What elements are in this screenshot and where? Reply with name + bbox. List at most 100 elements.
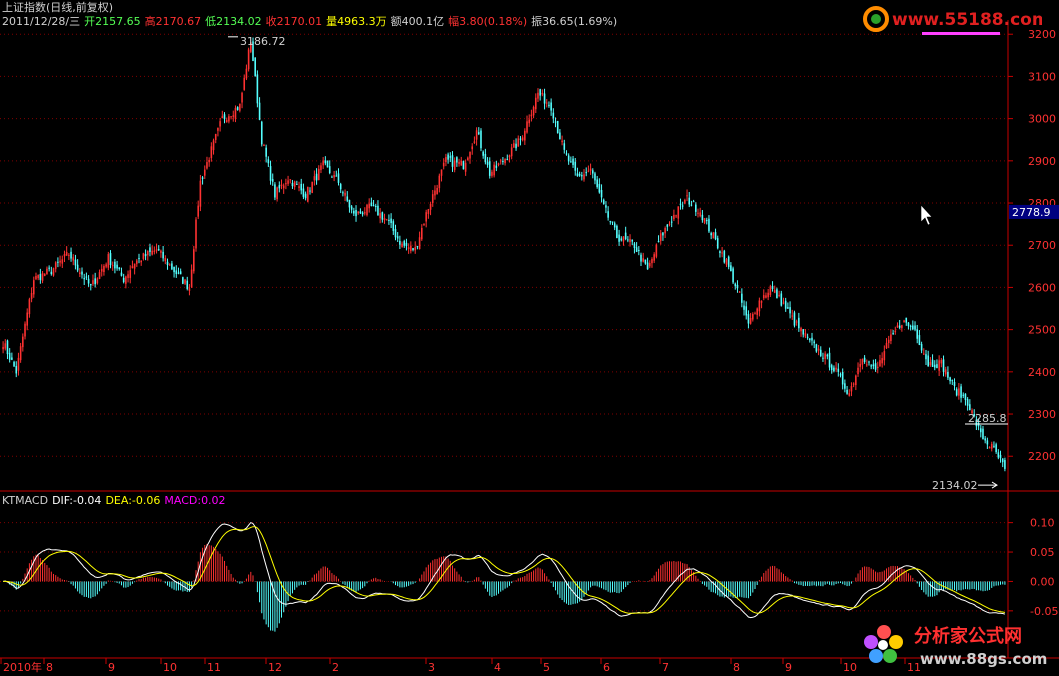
candle-body <box>813 341 815 344</box>
candle-body <box>979 428 982 433</box>
candle <box>396 232 399 242</box>
candle-body <box>26 312 29 326</box>
candle <box>903 319 905 323</box>
candle <box>530 109 533 122</box>
candle-body <box>644 259 647 264</box>
candle-body <box>449 156 452 158</box>
candle <box>561 135 563 146</box>
candle-body <box>230 116 232 118</box>
candle <box>519 136 522 146</box>
candle-body <box>212 140 215 151</box>
candle <box>879 354 881 367</box>
candle-body <box>587 170 590 172</box>
candle <box>605 201 607 214</box>
candle-body <box>289 179 292 181</box>
candle-body <box>611 221 614 223</box>
candle <box>250 42 252 54</box>
candle <box>225 117 228 123</box>
candle <box>477 127 480 136</box>
candle <box>118 267 121 271</box>
candle-body <box>708 218 710 232</box>
candle-body <box>81 271 83 275</box>
candle <box>784 297 787 312</box>
candle-body <box>160 250 162 253</box>
candle <box>85 272 88 280</box>
candle-body <box>493 164 495 176</box>
candle-body <box>629 238 631 243</box>
candle <box>15 361 18 378</box>
candle-body <box>955 389 958 396</box>
candle-body <box>865 364 868 366</box>
candle <box>936 359 938 369</box>
candle <box>565 150 568 156</box>
candle-body <box>427 209 430 214</box>
candle <box>451 151 454 172</box>
candle-body <box>313 176 316 181</box>
candle <box>890 329 892 345</box>
candle <box>798 312 800 332</box>
candle-body <box>815 344 818 352</box>
candle-body <box>927 355 929 367</box>
candle <box>203 165 206 180</box>
macd-label: MACD: <box>164 494 202 507</box>
candle <box>914 321 916 332</box>
candle-body <box>157 249 160 251</box>
open-value: 2157.65 <box>95 15 141 28</box>
candle-body <box>225 120 228 123</box>
candle <box>429 201 432 216</box>
candle <box>129 265 132 284</box>
candle-body <box>6 340 9 355</box>
candle <box>743 300 745 316</box>
candlestick-series <box>2 37 1006 472</box>
candle-body <box>537 92 539 99</box>
candle-body <box>63 254 66 257</box>
candle <box>50 266 53 276</box>
candle-body <box>76 264 79 271</box>
candle-body <box>287 180 289 184</box>
candle <box>670 216 673 228</box>
candle <box>168 263 171 266</box>
candle-body <box>265 147 267 157</box>
candle <box>140 260 143 266</box>
candle <box>114 259 116 274</box>
candle-body <box>109 253 112 266</box>
candle <box>874 359 877 372</box>
candle <box>800 326 802 337</box>
candle <box>940 358 943 368</box>
candle <box>513 139 515 148</box>
price-tick-label: 3000 <box>1028 113 1056 126</box>
candle-body <box>883 351 886 361</box>
candle-body <box>905 317 908 323</box>
candle-body <box>958 388 960 396</box>
candle <box>537 88 539 102</box>
candle-body <box>679 203 682 205</box>
candle <box>35 272 37 281</box>
candle <box>175 265 178 278</box>
candle-body <box>348 199 351 208</box>
candle-body <box>690 204 693 206</box>
candle-body <box>993 445 995 447</box>
candle-body <box>65 251 68 256</box>
candle <box>41 271 44 284</box>
candle <box>602 198 605 205</box>
candle <box>773 285 776 294</box>
candle <box>157 245 160 251</box>
candle-body <box>526 121 528 133</box>
chart-title: 上证指数(日线,前复权) <box>2 1 114 14</box>
candle-body <box>975 419 978 427</box>
candle <box>931 354 934 368</box>
candle <box>822 352 824 362</box>
candle <box>473 136 476 144</box>
x-tick-label: 6 <box>603 661 610 674</box>
candle <box>815 343 818 353</box>
candle <box>635 242 638 253</box>
candle <box>54 261 57 273</box>
candle <box>521 135 524 142</box>
candle <box>133 263 136 275</box>
candle <box>857 362 859 377</box>
candle <box>309 187 311 195</box>
candle <box>563 139 566 154</box>
candle-body <box>442 162 445 167</box>
candle <box>666 224 669 232</box>
